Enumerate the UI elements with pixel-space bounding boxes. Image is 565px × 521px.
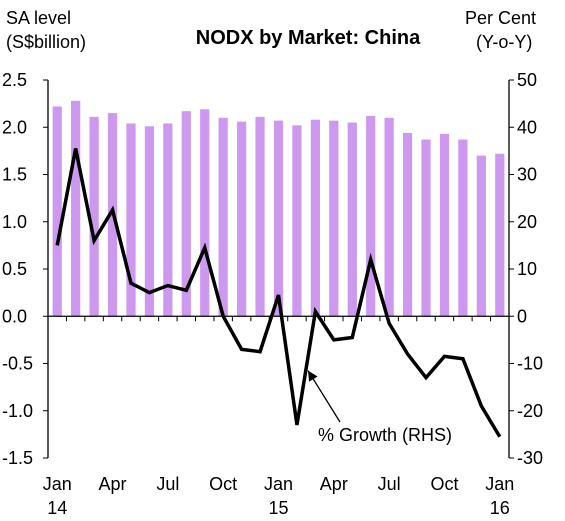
bar xyxy=(421,139,431,317)
left-tick-label: -0.5 xyxy=(2,354,33,374)
left-tick-label: -1.0 xyxy=(2,401,33,421)
bar xyxy=(255,116,265,317)
left-tick-label: 2.5 xyxy=(2,70,27,90)
x-tick-sublabel: 15 xyxy=(268,498,288,518)
bar xyxy=(200,109,210,317)
annotation-arrow-line xyxy=(307,370,341,423)
annotation-arrow-head xyxy=(308,370,318,382)
right-tick-label: 30 xyxy=(517,165,537,185)
right-tick-label: 50 xyxy=(517,70,537,90)
bar xyxy=(237,121,247,317)
bar-series xyxy=(52,100,505,317)
bar xyxy=(89,116,99,317)
x-tick-sublabel: 14 xyxy=(47,498,67,518)
bar xyxy=(439,133,450,317)
right-tick-label: -30 xyxy=(517,448,543,468)
tick-labels: 2.5 2.0 1.5 1.0 0.5 0.0 -0.5 -1.0 -1.5 50 40 30 20 10… xyxy=(2,70,543,518)
bar xyxy=(292,125,302,317)
x-tick-label: Jul xyxy=(156,474,179,494)
bar xyxy=(181,111,191,317)
left-tick-label: 0.5 xyxy=(2,259,27,279)
growth-line xyxy=(55,148,502,438)
annotation-label: % Growth (RHS) xyxy=(318,425,452,445)
bar xyxy=(366,115,376,317)
bar xyxy=(144,126,155,317)
bar xyxy=(126,123,136,317)
right-tick-label: 40 xyxy=(517,117,537,137)
left-tick-label: 1.0 xyxy=(2,212,27,232)
x-tick-label: Jul xyxy=(378,474,401,494)
left-tick-label: 1.5 xyxy=(2,165,27,185)
bar xyxy=(273,120,284,317)
x-tick-label: Apr xyxy=(320,474,348,494)
right-axis-label-line2: (Y-o-Y) xyxy=(476,32,532,52)
bar xyxy=(458,139,468,317)
x-tick-label: Jan xyxy=(43,474,72,494)
x-tick-label: Jan xyxy=(485,474,514,494)
right-tick-label: 0 xyxy=(517,306,527,326)
x-tick-label: Oct xyxy=(209,474,237,494)
bar xyxy=(71,100,81,317)
bar xyxy=(347,122,357,317)
bar xyxy=(384,117,394,317)
x-tick-label: Jan xyxy=(264,474,293,494)
left-tick-label: 0.0 xyxy=(2,306,27,326)
bar xyxy=(310,119,320,317)
chart-title: NODX by Market: China xyxy=(196,27,421,49)
bar xyxy=(329,120,339,317)
right-tick-label: -10 xyxy=(517,354,543,374)
bar xyxy=(476,155,486,317)
x-tick-label: Apr xyxy=(99,474,127,494)
right-tick-label: 10 xyxy=(517,259,537,279)
x-tick-label: Oct xyxy=(430,474,458,494)
line-series xyxy=(55,148,502,438)
bar xyxy=(52,106,62,317)
right-tick-label: 20 xyxy=(517,212,537,232)
left-axis-label-line1: SA level xyxy=(6,8,71,28)
bar xyxy=(163,123,173,317)
x-tick-sublabel: 16 xyxy=(490,498,510,518)
bar xyxy=(218,117,228,317)
left-tick-label: 2.0 xyxy=(2,117,27,137)
bar xyxy=(495,153,505,317)
annotation: % Growth (RHS) xyxy=(307,370,452,445)
axes xyxy=(43,79,514,459)
left-tick-label: -1.5 xyxy=(2,448,33,468)
left-axis-label-line2: (S$billion) xyxy=(6,32,86,52)
bar xyxy=(402,132,413,317)
right-tick-label: -20 xyxy=(517,401,543,421)
right-axis-label-line1: Per Cent xyxy=(465,8,536,28)
